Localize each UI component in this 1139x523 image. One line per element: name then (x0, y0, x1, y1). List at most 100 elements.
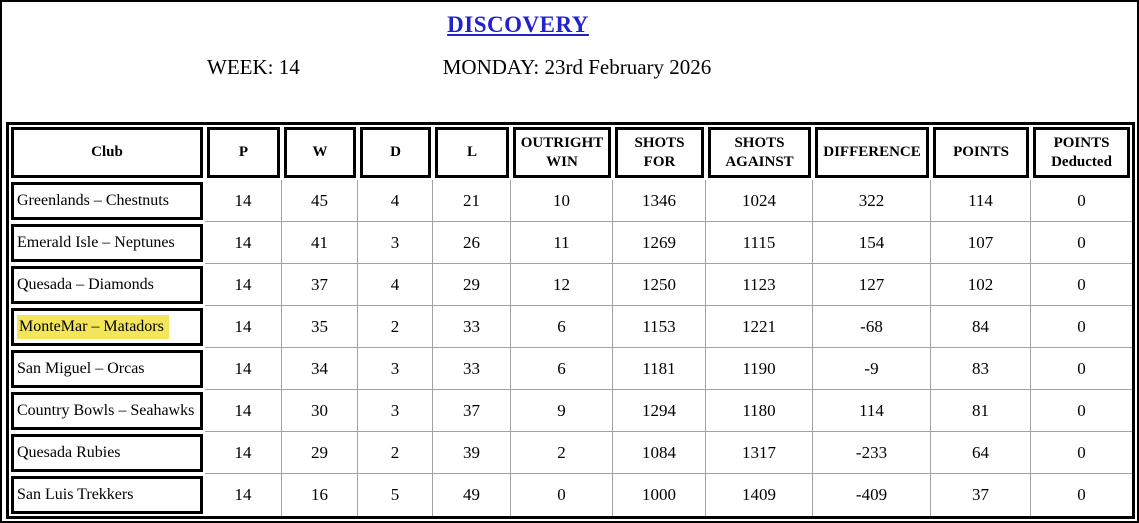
stat-cell: -233 (813, 432, 931, 474)
stat-cell: 107 (931, 222, 1031, 264)
stat-cell: 81 (931, 390, 1031, 432)
stat-cell: 1409 (706, 474, 813, 516)
stat-cell: 6 (511, 348, 613, 390)
stat-cell: 84 (931, 306, 1031, 348)
column-header-points-deducted: POINTS Deducted (1033, 127, 1130, 178)
stat-cell: 2 (358, 432, 433, 474)
stat-cell: 1115 (706, 222, 813, 264)
stat-cell: 5 (358, 474, 433, 516)
club-cell: Country Bowls – Seahawks (11, 392, 203, 430)
stat-cell: 26 (433, 222, 511, 264)
column-header-shots-against: SHOTS AGAINST (708, 127, 811, 178)
stat-cell: 1221 (706, 306, 813, 348)
stat-cell: 14 (205, 432, 282, 474)
stat-cell: 37 (931, 474, 1031, 516)
stat-cell: 14 (205, 390, 282, 432)
stat-cell: 30 (282, 390, 358, 432)
stat-cell: 10 (511, 180, 613, 222)
stat-cell: 34 (282, 348, 358, 390)
club-cell: Greenlands – Chestnuts (11, 182, 203, 220)
stat-cell: 35 (282, 306, 358, 348)
stat-cell: 0 (1031, 348, 1132, 390)
club-cell: MonteMar – Matadors (11, 308, 203, 346)
stat-cell: 33 (433, 348, 511, 390)
column-header-shots-for: SHOTS FOR (615, 127, 704, 178)
stat-cell: -9 (813, 348, 931, 390)
stat-cell: 21 (433, 180, 511, 222)
club-name: Quesada Rubies (17, 444, 121, 461)
column-header-w: W (284, 127, 356, 178)
column-header-l: L (435, 127, 509, 178)
stat-cell: 37 (282, 264, 358, 306)
stat-cell: 1317 (706, 432, 813, 474)
club-name: San Miguel – Orcas (17, 360, 145, 377)
stat-cell: 39 (433, 432, 511, 474)
stat-cell: 1190 (706, 348, 813, 390)
stat-cell: 0 (511, 474, 613, 516)
stat-cell: 14 (205, 306, 282, 348)
subtitle-row: WEEK: 14 MONDAY: 23rd February 2026 (2, 55, 1034, 80)
stat-cell: 102 (931, 264, 1031, 306)
stat-cell: 12 (511, 264, 613, 306)
stat-cell: 1180 (706, 390, 813, 432)
stat-cell: 9 (511, 390, 613, 432)
stat-cell: 2 (511, 432, 613, 474)
stat-cell: 0 (1031, 264, 1132, 306)
column-header-club: Club (11, 127, 203, 178)
stat-cell: 114 (813, 390, 931, 432)
page-header: DISCOVERY WEEK: 14 MONDAY: 23rd February… (2, 12, 1034, 80)
stat-cell: 41 (282, 222, 358, 264)
stat-cell: 0 (1077, 485, 1086, 504)
stat-cell: 64 (931, 432, 1031, 474)
stat-cell: 1024 (706, 180, 813, 222)
page-title[interactable]: DISCOVERY (447, 12, 589, 37)
stat-cell: 49 (433, 474, 511, 516)
stat-cell: -409 (813, 474, 931, 516)
stat-cell: 6 (511, 306, 613, 348)
stat-cell: -68 (813, 306, 931, 348)
stat-cell: 3 (358, 348, 433, 390)
stat-cell: 127 (813, 264, 931, 306)
stat-cell: 11 (511, 222, 613, 264)
stat-cell: 29 (282, 432, 358, 474)
stat-cell: 3 (358, 222, 433, 264)
column-header-p: P (207, 127, 280, 178)
club-name-highlighted: MonteMar – Matadors (17, 315, 169, 339)
stat-cell: 154 (813, 222, 931, 264)
stat-cell: 1000 (613, 474, 706, 516)
club-cell: Quesada – Diamonds (11, 266, 203, 304)
stat-cell: 1346 (613, 180, 706, 222)
date-label: MONDAY: 23rd February 2026 (442, 55, 712, 79)
stat-cell: 1250 (613, 264, 706, 306)
club-cell: Quesada Rubies (11, 434, 203, 472)
club-name: San Luis Trekkers (17, 486, 134, 503)
stat-cell: 14 (205, 222, 282, 264)
stat-cell: 1153 (613, 306, 706, 348)
club-name: Emerald Isle – Neptunes (17, 234, 175, 251)
stat-cell: 1181 (613, 348, 706, 390)
club-cell: San Luis Trekkers (11, 476, 203, 514)
stat-cell: 114 (931, 180, 1031, 222)
stat-cell: 0 (1031, 180, 1132, 222)
stat-cell: 4 (358, 180, 433, 222)
stat-cell: 14 (205, 180, 282, 222)
stat-cell: 45 (282, 180, 358, 222)
league-table: Club P W D L OUTRIGHT WIN SHOTS FOR SHOTS AGAIN… (6, 122, 1135, 519)
column-header-points: POINTS (933, 127, 1029, 178)
stat-cell: 29 (433, 264, 511, 306)
stat-cell: 16 (282, 474, 358, 516)
stat-cell: 0 (1031, 390, 1132, 432)
stat-cell: 0 (1031, 222, 1132, 264)
stat-cell: 4 (358, 264, 433, 306)
column-header-outright-win: OUTRIGHT WIN (513, 127, 611, 178)
stat-cell: 2 (358, 306, 433, 348)
stat-cell: 14 (205, 474, 282, 516)
club-name: Quesada – Diamonds (17, 276, 154, 293)
week-label: WEEK: 14 (207, 55, 300, 79)
column-header-difference: DIFFERENCE (815, 127, 929, 178)
stat-cell: 33 (433, 306, 511, 348)
stat-cell: 83 (931, 348, 1031, 390)
stat-cell: 14 (205, 264, 282, 306)
column-header-d: D (360, 127, 431, 178)
club-name: Greenlands – Chestnuts (17, 192, 169, 209)
